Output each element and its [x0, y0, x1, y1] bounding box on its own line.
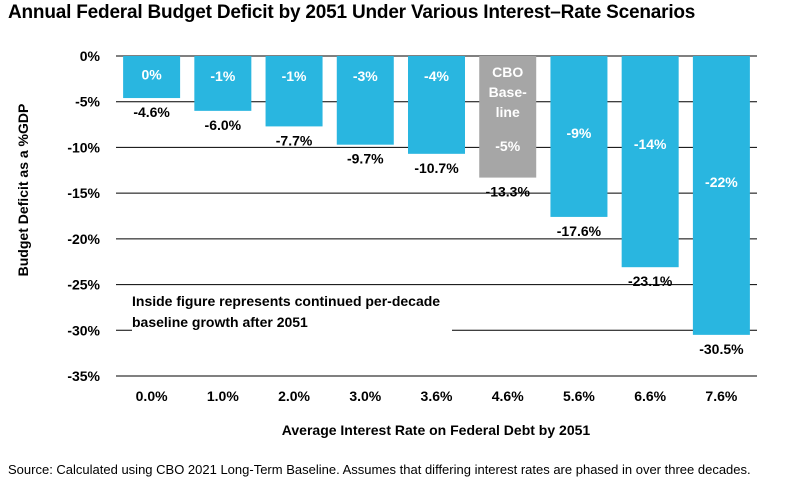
bar	[123, 56, 181, 99]
bar-inside-label: -14%	[634, 136, 667, 152]
y-tick-label: -30%	[67, 322, 100, 338]
bar-value-label: -23.1%	[628, 273, 673, 289]
bar-inside-label: -4%	[424, 68, 449, 84]
bar-value-label: -4.6%	[133, 104, 170, 120]
x-axis-label: Average Interest Rate on Federal Debt by…	[281, 422, 591, 438]
bar-value-label: -10.7%	[414, 160, 459, 176]
bar-inside-label: -5%	[495, 138, 520, 154]
baseline-label: line	[496, 104, 520, 120]
bar-inside-label: -9%	[566, 125, 591, 141]
baseline-label: Base-	[489, 84, 527, 100]
y-tick-label: -25%	[67, 277, 100, 293]
x-tick-label: 3.0%	[349, 388, 381, 404]
x-tick-label: 2.0%	[278, 388, 310, 404]
source-note: Source: Calculated using CBO 2021 Long-T…	[8, 462, 751, 477]
bar-value-label: -30.5%	[699, 341, 744, 357]
bar-inside-label: -3%	[353, 68, 378, 84]
bar-value-label: -7.7%	[276, 132, 313, 148]
bar-inside-label: -1%	[282, 68, 307, 84]
y-tick-label: -35%	[67, 368, 100, 384]
x-tick-label: 5.6%	[563, 388, 595, 404]
bar-value-label: -13.3%	[486, 184, 531, 200]
chart-annotation: Inside figure represents continued per-d…	[132, 291, 452, 333]
bar-value-label: -9.7%	[347, 151, 384, 167]
bar-inside-label: -22%	[705, 174, 738, 190]
x-tick-label: 6.6%	[634, 388, 666, 404]
y-tick-label: -20%	[67, 231, 100, 247]
bar	[550, 56, 608, 217]
bar	[621, 56, 679, 268]
y-tick-label: -15%	[67, 185, 100, 201]
y-tick-label: 0%	[80, 48, 101, 64]
x-tick-label: 0.0%	[136, 388, 168, 404]
bar-inside-label: 0%	[141, 66, 162, 82]
bar	[194, 56, 252, 111]
bar	[479, 56, 537, 178]
bar	[408, 56, 465, 154]
x-tick-label: 4.6%	[492, 388, 524, 404]
x-tick-label: 3.6%	[421, 388, 453, 404]
bar	[265, 56, 323, 127]
x-tick-label: 1.0%	[207, 388, 239, 404]
chart-title: Annual Federal Budget Deficit by 2051 Un…	[8, 2, 696, 23]
bar	[692, 56, 750, 335]
bar-inside-label: -1%	[210, 68, 235, 84]
bar-value-label: -17.6%	[557, 223, 602, 239]
bar	[336, 56, 394, 145]
bar-value-label: -6.0%	[205, 117, 242, 133]
y-tick-label: -10%	[67, 139, 100, 155]
y-tick-label: -5%	[75, 94, 100, 110]
baseline-label: CBO	[492, 64, 523, 80]
bar-chart: 0% -5% -10% -15% -20% -25% -30% -35% -4.6% 0% 0.0%…	[67, 48, 757, 404]
x-tick-label: 7.6%	[705, 388, 737, 404]
